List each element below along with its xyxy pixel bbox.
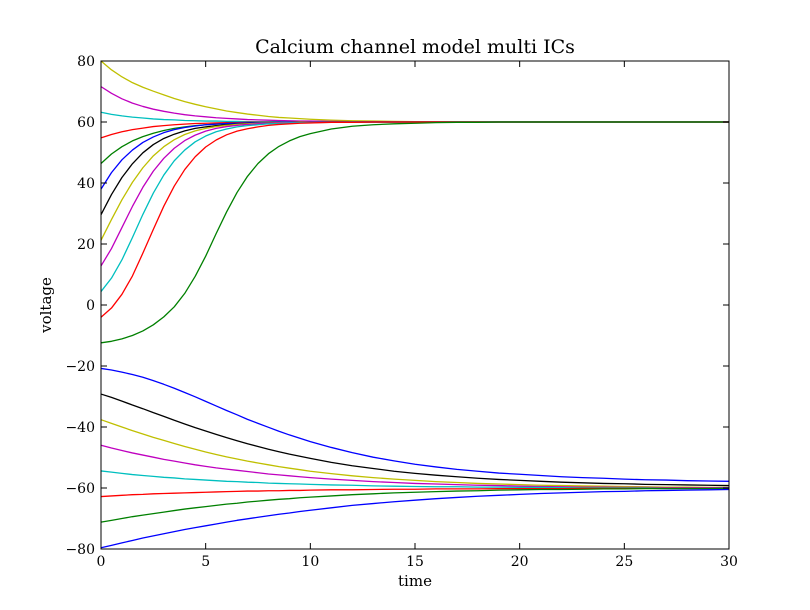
y-tick-label: 0: [86, 298, 95, 314]
x-tick-label: 25: [615, 554, 633, 570]
series-line-18: [100, 487, 729, 498]
y-tick-label: −60: [65, 481, 95, 497]
series-line-8: [100, 121, 729, 241]
series-line-16: [100, 444, 729, 489]
series-line-3: [100, 111, 729, 123]
x-axis-label: time: [398, 572, 432, 590]
x-tick-label: 0: [97, 554, 106, 570]
y-tick-label: 20: [77, 237, 95, 253]
y-tick-label: 80: [77, 54, 95, 70]
y-tick-label: −80: [65, 542, 95, 558]
series-line-19: [100, 487, 730, 523]
x-tick-label: 20: [511, 554, 529, 570]
y-axis-label: voltage: [37, 277, 55, 334]
x-tick-label: 15: [406, 554, 424, 570]
series-line-7: [100, 121, 729, 216]
y-tick-label: −20: [65, 359, 95, 375]
series-line-6: [100, 121, 729, 190]
series-line-14: [100, 393, 730, 487]
x-tick-label: 30: [720, 554, 738, 570]
series-line-20: [100, 488, 730, 549]
series-line-11: [100, 121, 729, 318]
y-tick-label: 60: [77, 115, 95, 131]
x-tick-label: 5: [201, 554, 210, 570]
series-line-13: [100, 367, 730, 482]
chart-title: Calcium channel model multi ICs: [255, 36, 575, 58]
y-tick-label: 40: [77, 176, 95, 192]
series-line-15: [100, 419, 729, 489]
y-tick-label: −40: [65, 420, 95, 436]
x-tick-label: 10: [301, 554, 319, 570]
series-group: [100, 60, 730, 549]
series-line-10: [100, 121, 729, 292]
plot-frame: [100, 60, 730, 550]
series-line-12: [100, 121, 729, 344]
ticks-group: [100, 60, 730, 550]
series-line-9: [100, 121, 729, 267]
tick-labels-group: 0 5 10 15 20 25 30 −80 −60 −40 −20 0 20 40 60 80: [65, 54, 737, 570]
series-line-1: [100, 60, 729, 123]
